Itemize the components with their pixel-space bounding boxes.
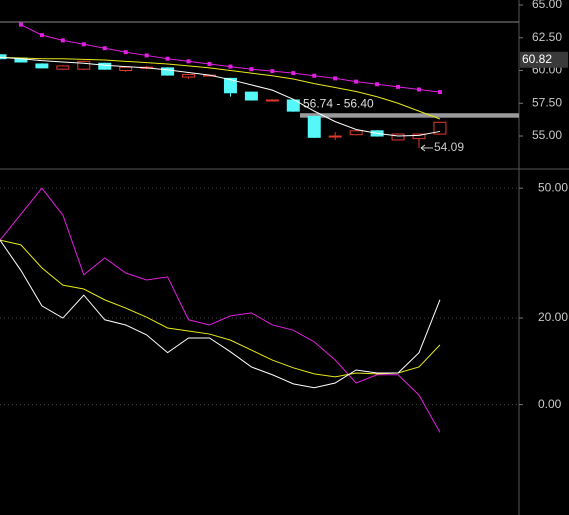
moving-average bbox=[0, 56, 441, 137]
candle-body bbox=[328, 135, 342, 138]
ma-marker bbox=[165, 56, 170, 61]
candle-body bbox=[182, 73, 196, 78]
candle-body bbox=[307, 115, 321, 138]
zone-label: 56.74 - 56.40 bbox=[303, 96, 374, 110]
annotation-arrowhead bbox=[420, 144, 426, 152]
candle-body bbox=[265, 99, 279, 102]
y-tick-label: 55.00 bbox=[532, 128, 562, 142]
y-tick-label: 57.50 bbox=[532, 95, 562, 109]
candle-body bbox=[286, 99, 300, 112]
ma-marker bbox=[60, 38, 65, 43]
moving-average bbox=[0, 56, 441, 120]
y-tick-label: 62.50 bbox=[532, 30, 562, 44]
candle-body bbox=[412, 133, 426, 140]
candle-body bbox=[0, 54, 7, 60]
ma-marker bbox=[18, 22, 23, 27]
candle-body bbox=[433, 121, 447, 135]
candle-body bbox=[244, 91, 258, 101]
candle-body bbox=[391, 133, 405, 141]
y-tick-label: 65.00 bbox=[532, 0, 562, 11]
y-tick-label: 50.00 bbox=[538, 180, 568, 194]
candle-body bbox=[56, 65, 70, 70]
price-zone bbox=[300, 113, 519, 118]
ma-marker bbox=[270, 69, 275, 74]
y-tick-label: 0.00 bbox=[538, 397, 562, 411]
candle-body bbox=[161, 67, 175, 76]
ma-marker bbox=[437, 90, 442, 95]
last-price-label: 60.82 bbox=[522, 52, 552, 66]
ma-marker bbox=[144, 53, 149, 58]
candle-body bbox=[119, 66, 133, 72]
ma-marker bbox=[102, 46, 107, 51]
ma-marker bbox=[417, 87, 421, 92]
candle-body bbox=[98, 62, 112, 70]
ma-marker bbox=[291, 71, 296, 76]
indicator-line bbox=[0, 239, 441, 378]
ma-marker bbox=[207, 61, 212, 66]
ma-marker bbox=[333, 76, 338, 81]
ma-marker bbox=[375, 82, 380, 87]
ma-marker bbox=[186, 59, 191, 64]
ma-marker bbox=[228, 64, 233, 69]
candle-body bbox=[223, 77, 237, 94]
ma-marker bbox=[39, 33, 44, 38]
last-price-box bbox=[520, 51, 568, 68]
candle-body bbox=[77, 60, 91, 70]
ma-marker bbox=[312, 73, 317, 78]
indicator-line bbox=[0, 187, 441, 433]
ma-marker bbox=[354, 79, 359, 84]
candle-body bbox=[349, 130, 363, 136]
low-label: 54.09 bbox=[434, 140, 464, 154]
ma-marker bbox=[81, 42, 86, 47]
indicator-line bbox=[0, 239, 441, 389]
ma-marker bbox=[123, 50, 128, 55]
ma-marker bbox=[396, 84, 401, 89]
ma-marker bbox=[249, 67, 254, 72]
y-tick-label: 20.00 bbox=[538, 310, 568, 324]
candle-body bbox=[35, 63, 49, 69]
